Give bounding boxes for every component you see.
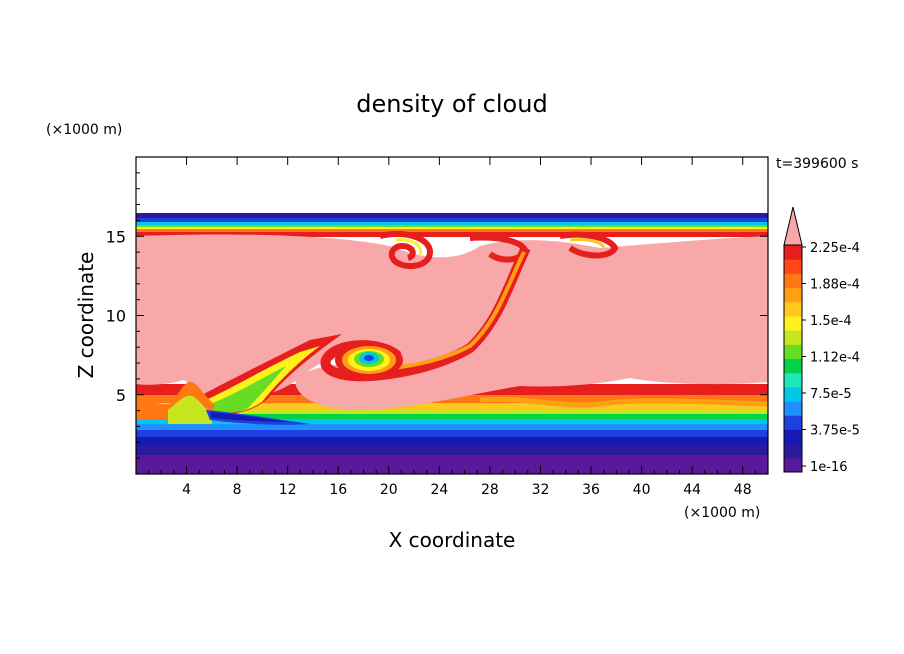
colorbar-swatch [784,315,802,331]
band-top-4 [136,227,768,230]
x-tick-label: 48 [734,482,752,498]
colorbar-swatch [784,415,802,430]
swirl-top-left [379,230,434,270]
x-tick-label: 20 [380,482,398,498]
chart-title: density of cloud [356,90,547,118]
y-tick-label: 15 [106,227,126,246]
top-notch [418,208,460,213]
x-tick-label: 36 [582,482,600,498]
band-top-2 [136,222,768,226]
colorbar-swatch [784,259,802,274]
colorbar-swatch [784,287,802,303]
colorbar [783,206,803,473]
swirl-top-left-inner [395,238,423,257]
x-tick-label: 12 [279,482,297,498]
x-tick-label: 44 [683,482,701,498]
x-tick-label: 16 [329,482,347,498]
band-top-3 [136,225,768,228]
x-unit-label: (×1000 m) [684,505,760,521]
band-bottom-3 [136,429,768,437]
y-axis-ticks: 5 10 15 [106,172,768,459]
x-axis-ticks: 4 8 12 16 20 24 28 32 36 40 44 48 [148,157,756,498]
colorbar-label: 1.5e-4 [810,314,852,329]
vortex-core [364,355,374,361]
colorbar-swatch [784,457,802,473]
filament-inner [371,251,526,372]
band-top-5 [136,229,768,233]
colorbar-swatch [784,245,802,260]
band-bottom-0 [136,454,768,474]
x-axis-label: X coordinate [389,528,516,552]
band-bottom-1 [136,444,768,455]
x-tick-label: 28 [481,482,499,498]
time-label: t=399600 s [776,156,858,172]
x-tick-label: 8 [233,482,242,498]
colorbar-swatch [784,273,802,289]
low-jet-blue [206,410,310,425]
x-tick-label: 32 [532,482,550,498]
y-tick-label: 10 [106,307,126,326]
colorbar-label: 1.88e-4 [810,278,860,293]
x-tick-label: 24 [430,482,448,498]
band-top-0 [136,213,768,219]
colorbar-swatch [784,401,802,416]
left-wave-inner [168,395,212,424]
band-bottom-5 [136,418,768,424]
colorbar-label: 2.25e-4 [810,241,860,256]
band-bottom-2 [136,436,768,445]
colorbar-swatch [784,443,802,459]
colorbar-frame [783,244,803,473]
colorbar-label: 1.12e-4 [810,351,860,366]
y-tick-label: 5 [116,386,126,405]
band-bottom-7 [136,408,768,414]
density-field [136,157,768,474]
colorbar-over-arrow [783,206,803,246]
swirl-top-right [559,231,619,259]
x-tick-label: 4 [182,482,191,498]
bottom-ripple [479,396,768,408]
colorbar-swatch [784,429,802,445]
swirl-top-right-inner [569,238,606,249]
colorbar-swatch [784,386,802,402]
plume-green [210,366,286,413]
band-bottom-8 [136,402,768,409]
colorbar-labels: 1e-16 3.75e-5 7.5e-5 1.12e-4 1.5e-4 1.88e-4 2.… [802,241,860,475]
colorbar-label: 1e-16 [810,460,848,475]
y-unit-label: (×1000 m) [46,122,122,138]
x-tick-label: 40 [633,482,651,498]
colorbar-swatch [784,301,802,317]
colorbar-swatch [784,372,802,388]
band-bottom-4 [136,423,768,430]
low-jet-navy [210,412,290,422]
colorbar-swatch [784,330,802,345]
colorbar-swatch [784,358,802,374]
band-top-6 [136,232,768,237]
band-bottom-6 [136,413,768,419]
colorbar-label: 3.75e-5 [810,424,860,439]
colorbar-label: 7.5e-5 [810,387,852,402]
band-top-1 [136,218,768,223]
colorbar-swatch [784,344,802,359]
y-axis-label: Z coordinate [74,252,98,379]
